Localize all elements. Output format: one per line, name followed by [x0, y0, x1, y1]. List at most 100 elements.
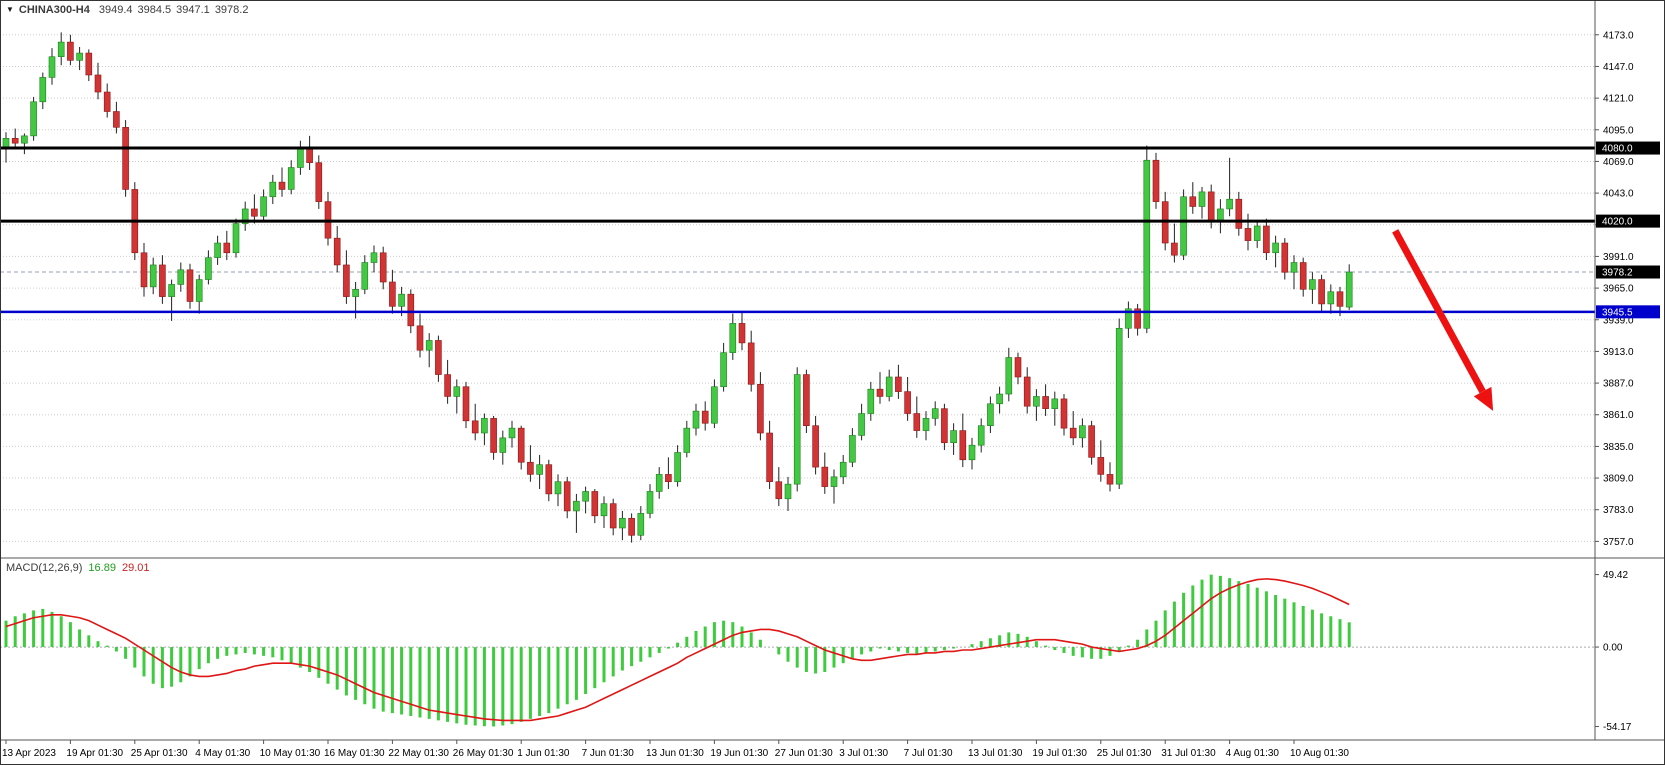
candle: [232, 218, 240, 258]
svg-text:4080.0: 4080.0: [1602, 144, 1633, 155]
candle: [471, 403, 479, 441]
candle: [39, 72, 47, 110]
ohlc-open-value: 3949.4: [98, 4, 133, 16]
svg-text:7 Jul 01:30: 7 Jul 01:30: [904, 748, 953, 759]
candle: [766, 420, 773, 490]
symbol-timeframe-label: CHINA300-H4: [18, 4, 90, 16]
candle: [416, 313, 424, 358]
current-price-badge: 3978.2: [1596, 265, 1660, 279]
candle: [757, 372, 764, 441]
candle: [600, 496, 608, 528]
candle: [1345, 264, 1353, 310]
candle: [858, 403, 865, 441]
svg-text:27 Jun 01:30: 27 Jun 01:30: [775, 748, 833, 759]
candle: [674, 445, 681, 487]
candle: [1272, 235, 1279, 268]
candle: [701, 401, 709, 431]
candle: [591, 489, 599, 524]
candle: [1069, 411, 1077, 446]
svg-text:3991.0: 3991.0: [1603, 252, 1634, 263]
candle: [1106, 462, 1114, 492]
svg-text:19 Jul 01:30: 19 Jul 01:30: [1032, 748, 1087, 759]
candle: [1051, 391, 1059, 426]
candle: [793, 367, 801, 492]
candle: [628, 513, 635, 543]
svg-text:3861.0: 3861.0: [1603, 410, 1634, 421]
candle: [379, 246, 387, 290]
svg-text:4121.0: 4121.0: [1603, 94, 1634, 105]
candle: [159, 255, 166, 304]
candle: [122, 120, 129, 197]
svg-text:22 May 01:30: 22 May 01:30: [388, 748, 449, 759]
trend-arrow-annotation[interactable]: [1392, 229, 1494, 411]
svg-text:3939.0: 3939.0: [1603, 315, 1634, 326]
candle: [683, 420, 691, 458]
candle: [1171, 223, 1178, 263]
ohlc-close-value: 3978.2: [214, 4, 249, 16]
candle: [830, 469, 838, 504]
price-level-badge: 4080.0: [1596, 141, 1660, 155]
candle: [517, 425, 525, 470]
candle: [812, 415, 819, 475]
candle: [821, 452, 829, 494]
candle: [1023, 367, 1031, 414]
candle: [1042, 384, 1049, 416]
svg-text:10 May 01:30: 10 May 01:30: [260, 748, 321, 759]
candle: [950, 423, 957, 455]
candle: [287, 160, 295, 195]
candle: [1281, 238, 1289, 280]
candle: [481, 413, 488, 446]
candle: [609, 498, 617, 536]
candle: [876, 372, 884, 404]
candle: [48, 48, 56, 85]
candle: [76, 46, 83, 71]
price-level-badge: 4020.0: [1596, 214, 1660, 228]
candle: [214, 235, 221, 265]
candle: [554, 474, 562, 507]
candle: [389, 269, 396, 314]
candle: [711, 379, 718, 429]
candle: [996, 386, 1003, 414]
svg-text:16 May 01:30: 16 May 01:30: [324, 748, 385, 759]
macd-signal-value: 29.01: [121, 562, 150, 574]
candle: [85, 49, 93, 82]
candle: [1152, 152, 1160, 209]
chart-title: ▼ CHINA300-H4 3949.4 3984.5 3947.1 3978.…: [6, 4, 248, 16]
svg-text:31 Jul 01:30: 31 Jul 01:30: [1161, 748, 1216, 759]
candle: [941, 403, 948, 451]
price-axis-labels: 4173.0 4147.0 4121.0 4095.0 4069.0 4043.0 3991…: [1595, 30, 1634, 548]
svg-text:25 Apr 01:30: 25 Apr 01:30: [131, 748, 188, 759]
svg-text:4173.0: 4173.0: [1603, 30, 1634, 41]
candle: [1235, 191, 1243, 236]
candle: [922, 411, 930, 441]
candle: [729, 313, 737, 360]
candle: [646, 484, 654, 519]
candle: [103, 83, 111, 118]
candle: [21, 133, 28, 155]
candle: [720, 342, 727, 392]
svg-text:7 Jun 01:30: 7 Jun 01:30: [582, 748, 635, 759]
candle: [1134, 303, 1141, 336]
candle: [425, 333, 433, 368]
price-level-badge: 3945.5: [1596, 305, 1660, 319]
candle: [1253, 221, 1261, 248]
candle: [195, 274, 203, 314]
svg-text:25 Jul 01:30: 25 Jul 01:30: [1097, 748, 1152, 759]
svg-text:4147.0: 4147.0: [1603, 62, 1634, 73]
candle: [435, 335, 442, 382]
candle: [904, 376, 911, 421]
candle: [527, 445, 534, 482]
svg-text:3913.0: 3913.0: [1603, 347, 1634, 358]
candle: [140, 243, 148, 297]
candle: [1143, 145, 1151, 334]
macd-indicator-title: MACD(12,26,9) 16.89 29.01: [6, 562, 149, 574]
svg-text:3809.0: 3809.0: [1603, 474, 1634, 485]
candle: [738, 312, 746, 351]
candle: [1088, 420, 1095, 465]
symbol-dropdown-icon[interactable]: ▼: [6, 5, 14, 14]
price-gridlines: [0, 34, 1595, 542]
svg-text:3965.0: 3965.0: [1603, 284, 1634, 295]
